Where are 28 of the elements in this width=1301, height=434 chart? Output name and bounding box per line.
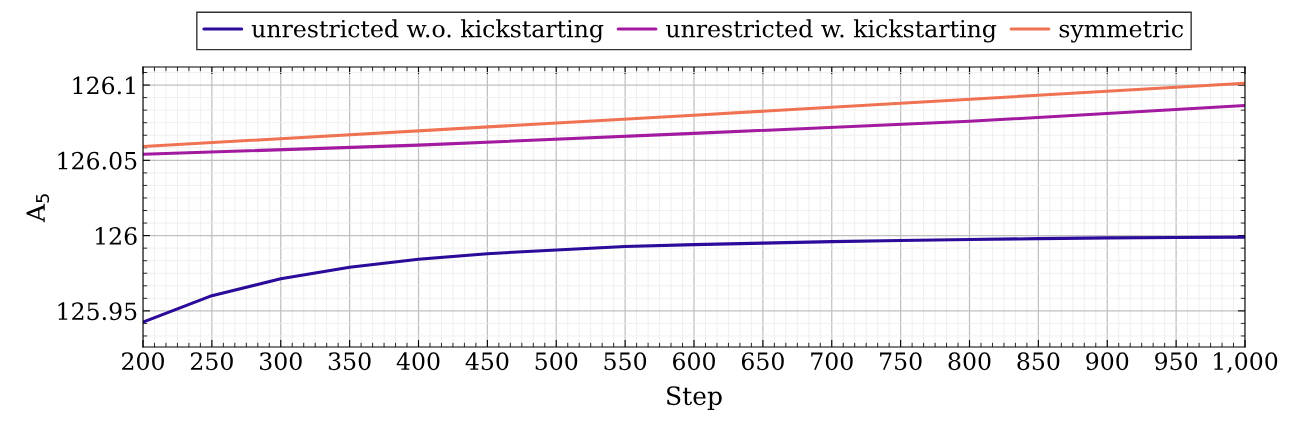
x-tick-label: 350 (328, 352, 371, 371)
x-tick-label: 600 (673, 352, 715, 371)
legend-label: unrestricted w. kickstarting (666, 19, 997, 43)
y-tick-label: 125.95 (58, 302, 137, 321)
y-tick-label: 126.05 (58, 151, 137, 170)
legend-label: symmetric (1059, 19, 1183, 43)
x-tick-label: 950 (1155, 352, 1198, 371)
line-series (143, 104, 1245, 156)
x-tick-label: 750 (880, 352, 922, 371)
x-tick-label: 1,000 (1214, 352, 1278, 374)
x-tick-label: 800 (948, 352, 991, 371)
x-axis-title: Step (667, 386, 722, 411)
x-tick-label: 400 (396, 352, 440, 371)
x-tick-label: 900 (1086, 352, 1129, 371)
y-tick-label: 126.1 (73, 76, 135, 95)
y-axis-title: A$_{5}$ (26, 194, 50, 223)
x-tick-label: 250 (190, 352, 233, 371)
y-tick-label: 126 (95, 227, 137, 245)
x-tick-label: 300 (260, 352, 302, 371)
legend-label: unrestricted w.o. kickstarting (251, 19, 604, 43)
line-series (143, 235, 1245, 324)
x-tick-label: 700 (811, 352, 853, 371)
x-tick-label: 650 (741, 352, 784, 371)
x-tick-label: 450 (465, 352, 509, 371)
x-tick-label: 500 (535, 352, 578, 371)
x-tick-label: 850 (1017, 352, 1060, 371)
x-tick-label: 200 (122, 352, 164, 371)
x-tick-label: 550 (604, 352, 647, 371)
